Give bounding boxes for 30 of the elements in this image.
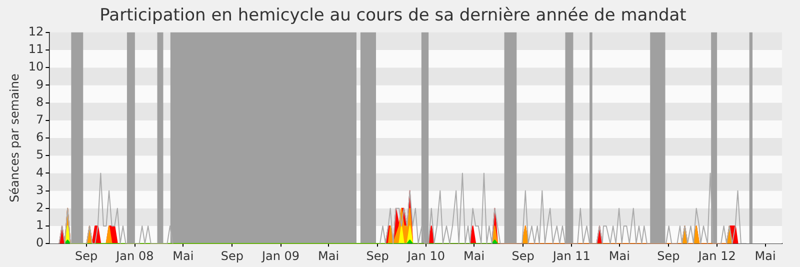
y-tick-label: 9 [36,77,44,92]
x-tick-label: Sep [366,248,389,263]
x-tick-label: Jan 09 [260,248,300,263]
x-tick-label: Mai [608,248,630,263]
y-tick-label: 2 [36,200,44,215]
y-axis-title: Séances par semaine [7,74,22,202]
x-tick-label: Mai [754,248,776,263]
y-tick-label: 5 [36,148,44,162]
x-tick-label: Jan 08 [115,248,154,263]
chart-title: Participation en hemicycle au cours de sa dernière année de mandat [100,6,687,26]
y-tick-label: 1 [36,218,44,232]
x-tick-label: Mai [318,248,340,263]
y-tick-label: 6 [36,130,44,144]
x-tick-label: Sep [657,248,680,263]
y-tick-label: 12 [28,24,44,39]
y-tick-label: 0 [36,236,44,250]
y-tick-label: 3 [36,182,44,197]
x-tick-label: Mai [463,248,485,263]
y-tick-label: 4 [36,165,44,180]
y-tick-label: 11 [28,42,44,56]
x-tick-label: Sep [75,248,98,263]
y-tick-label: 8 [36,94,44,109]
x-tick-label: Jan 10 [406,248,445,263]
x-tick-label: Mai [172,248,194,263]
x-tick-label: Sep [512,248,534,263]
x-tick-label: Jan 12 [697,248,736,263]
x-tick-label: Sep [220,248,244,263]
x-tick-label: Jan 11 [552,248,590,263]
y-tick-label: 7 [36,112,44,127]
y-tick-label: 10 [28,60,44,74]
